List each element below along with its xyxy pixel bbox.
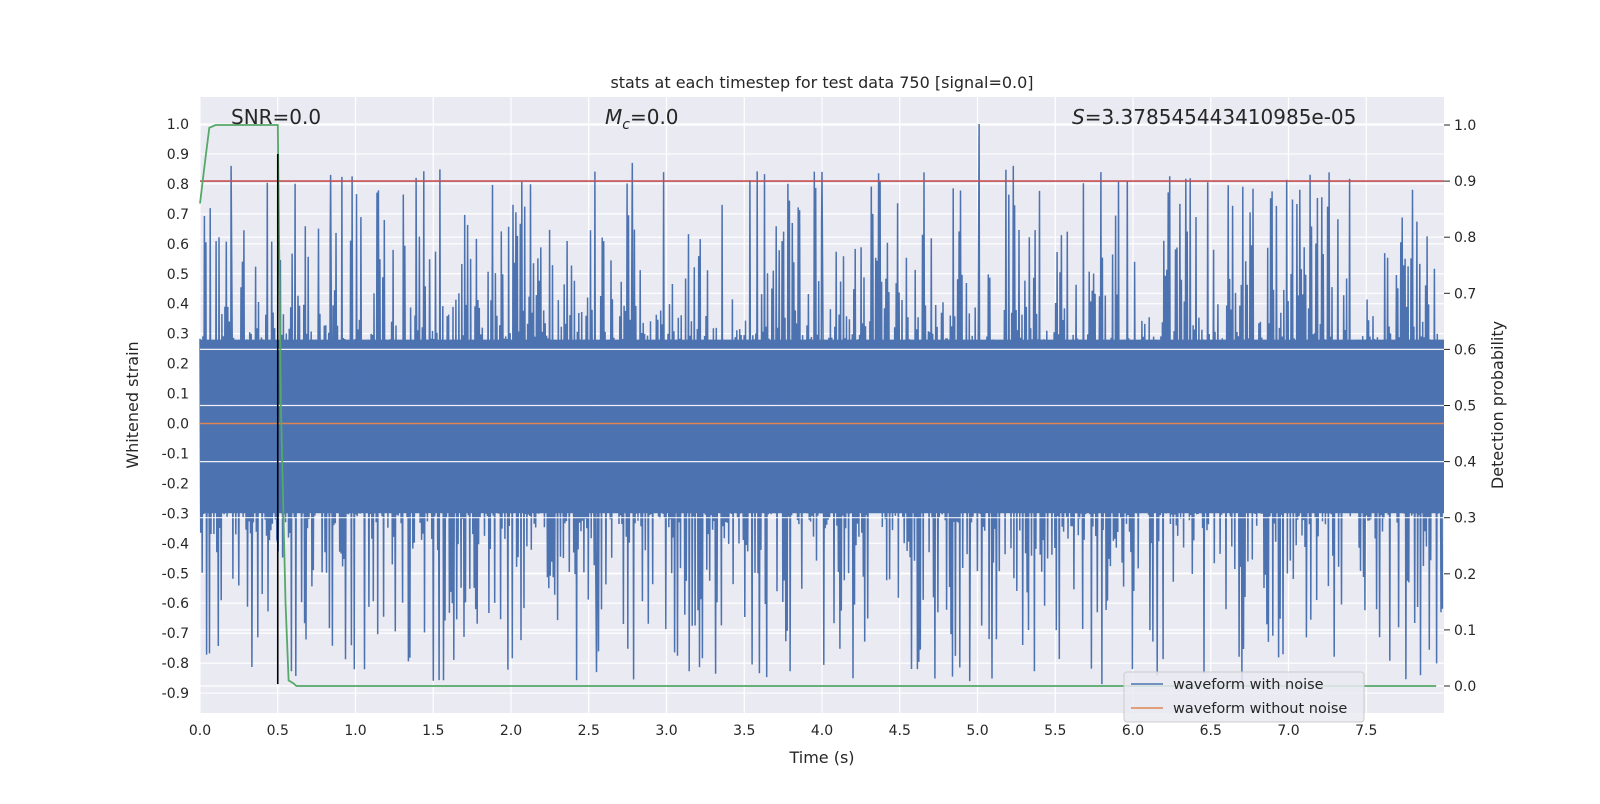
x-tick-label: 1.0 (344, 723, 366, 739)
legend-label-without-noise: waveform without noise (1173, 701, 1347, 717)
x-tick-label: 3.5 (733, 723, 755, 739)
x-tick-label: 5.5 (1044, 723, 1066, 739)
y2-tick-label: 0.2 (1454, 567, 1476, 583)
y-tick-label: 0.1 (167, 387, 189, 403)
y2-tick-label: 0.4 (1454, 455, 1476, 471)
x-tick-label: 4.5 (889, 723, 911, 739)
y-tick-label: 0.3 (167, 327, 189, 343)
y2-axis-label: Detection probability (1488, 321, 1507, 489)
x-tick-label: 7.5 (1355, 723, 1377, 739)
x-tick-label: 1.5 (422, 723, 444, 739)
y2-tick-label: 0.6 (1454, 342, 1476, 358)
y-tick-label: 1.0 (167, 117, 189, 133)
y-tick-label: 0.5 (167, 267, 189, 283)
series-detection-probability (199, 124, 1437, 687)
y2-tick-label: 0.0 (1454, 679, 1476, 695)
series-waveform-with-noise (199, 123, 1444, 685)
x-tick-label: 6.0 (1122, 723, 1144, 739)
y-tick-label: -0.7 (162, 626, 189, 642)
y2-tick-label: 0.3 (1454, 511, 1476, 527)
y-tick-label: 0.9 (167, 147, 189, 163)
x-tick-label: 5.0 (966, 723, 988, 739)
y-tick-label: -0.2 (162, 476, 189, 492)
y2-tick-label: 0.5 (1454, 399, 1476, 415)
y-tick-label: -0.3 (162, 506, 189, 522)
x-tick-label: 2.0 (500, 723, 522, 739)
x-tick-label: 6.5 (1200, 723, 1222, 739)
x-tick-label: 4.0 (811, 723, 833, 739)
legend-box (1123, 671, 1365, 723)
legend-label-with-noise: waveform with noise (1173, 677, 1324, 693)
y-tick-label: -0.5 (162, 566, 189, 582)
x-axis-label: Time (s) (788, 748, 854, 767)
y2-tick-label: 0.1 (1454, 623, 1476, 639)
statistic-annotation: S=3.378545443410985e-05 (1072, 105, 1356, 129)
y2-tick-label: 1.0 (1454, 118, 1476, 134)
y2-tick-label: 0.9 (1454, 174, 1476, 190)
y-tick-label: -0.9 (162, 686, 189, 702)
x-tick-label: 0.5 (267, 723, 289, 739)
chirp-mass-annotation: Mc=0.0 (605, 105, 679, 133)
legend: waveform with noise waveform without noi… (1123, 671, 1365, 723)
y2-tick-label: 0.8 (1454, 230, 1476, 246)
y2-tick-label: 0.7 (1454, 286, 1476, 302)
y-axis-label: Whitened strain (123, 341, 142, 468)
y-tick-label: 0.6 (167, 237, 189, 253)
chart-title: stats at each timestep for test data 750… (610, 73, 1033, 92)
y-tick-label: -0.8 (162, 656, 189, 672)
y-tick-label: 0.4 (167, 297, 189, 313)
x-tick-label: 2.5 (578, 723, 600, 739)
y-tick-label: 0.7 (167, 207, 189, 223)
y-tick-label: -0.6 (162, 596, 189, 612)
y-tick-label: 0.2 (167, 357, 189, 373)
x-tick-label: 7.0 (1277, 723, 1299, 739)
snr-annotation: SNR=0.0 (231, 105, 321, 129)
y-tick-label: 0.8 (167, 177, 189, 193)
y-tick-label: 0.0 (167, 417, 189, 433)
y-tick-label: -0.1 (162, 446, 189, 462)
x-tick-label: 0.0 (189, 723, 211, 739)
y-tick-label: -0.4 (162, 536, 189, 552)
x-tick-label: 3.0 (655, 723, 677, 739)
